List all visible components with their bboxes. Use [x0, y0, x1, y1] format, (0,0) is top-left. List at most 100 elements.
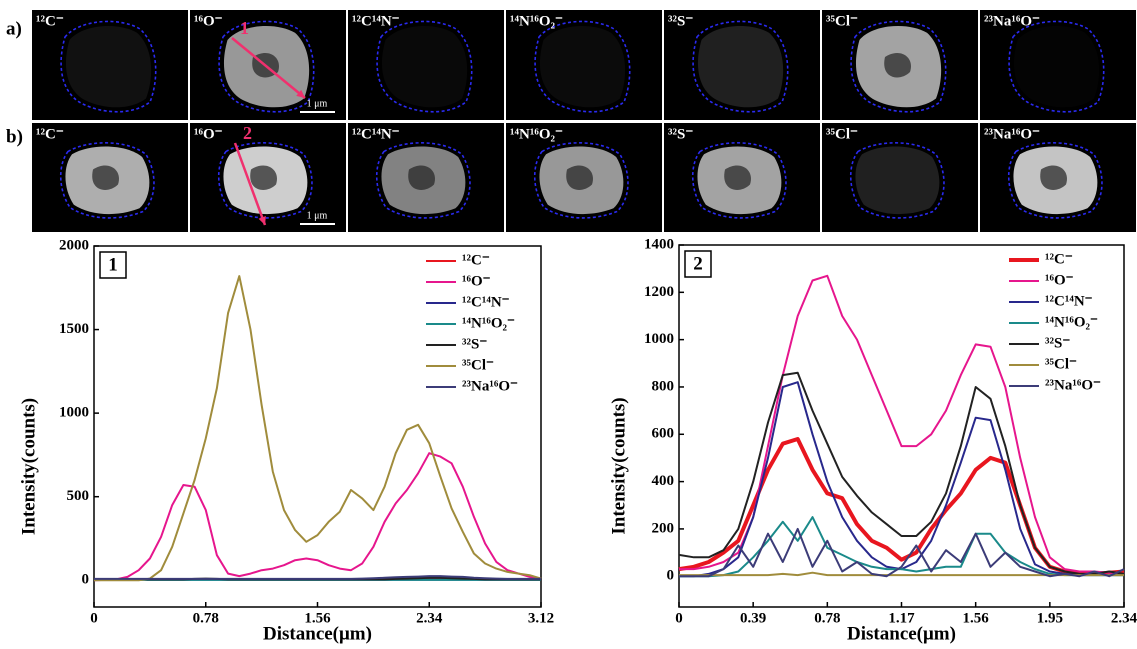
y-tick-label: 600	[652, 426, 675, 442]
region-outline	[60, 20, 157, 113]
image-tile: ¹²C⁻	[32, 123, 188, 232]
y-tick-label: 0	[82, 572, 90, 588]
panel-label: 2	[693, 253, 703, 274]
panel-label-box	[99, 251, 127, 279]
blob-fill	[65, 25, 152, 108]
legend-label: ¹⁴N¹⁶O₂⁻	[1045, 314, 1098, 330]
tile-label: ¹²C⁻	[36, 13, 64, 29]
tile-label: ¹²C¹⁴N⁻	[352, 126, 400, 142]
region-outline	[534, 20, 631, 113]
tile-label: ¹²C¹⁴N⁻	[352, 13, 400, 29]
row-label: a)	[6, 18, 22, 39]
series-line	[679, 516, 1124, 578]
legend-label: ¹⁴N¹⁶O₂⁻	[462, 315, 515, 331]
tile-label: ¹⁴N¹⁶O₂⁻	[510, 126, 563, 142]
legend-label: ¹²C¹⁴N⁻	[1045, 293, 1093, 309]
tile-blob	[60, 20, 157, 113]
x-tick-label: 0	[90, 610, 98, 626]
y-tick-label: 1500	[59, 321, 89, 337]
arrow-label: 1	[240, 18, 249, 38]
y-tick-label: 2000	[59, 237, 89, 253]
tile-blob	[849, 142, 945, 219]
region-outline	[850, 20, 947, 113]
tile-blob	[217, 142, 313, 219]
x-tick-label: 1.56	[304, 610, 331, 626]
region-outline	[59, 142, 155, 219]
blob-fill	[539, 25, 626, 108]
region-outline	[692, 20, 789, 113]
scale-bar-label: 1 μm	[307, 210, 328, 221]
region-outline	[217, 142, 313, 219]
arrow-head	[258, 216, 266, 225]
blob-dark	[92, 165, 119, 190]
y-tick-label: 800	[652, 378, 675, 394]
tile-label: ¹²C⁻	[36, 126, 64, 142]
legend-label: ¹²C⁻	[462, 252, 490, 268]
legend-label: ¹⁶O⁻	[462, 273, 491, 289]
region-outline	[376, 20, 473, 113]
image-tile: ¹⁴N¹⁶O₂⁻	[506, 10, 662, 120]
legend-label: ²³Na¹⁶O⁻	[462, 378, 518, 394]
x-tick-label: 1.17	[888, 610, 915, 626]
tile-label: ¹⁶O⁻	[194, 13, 223, 29]
tile-blob	[1007, 142, 1103, 219]
tile-blob	[692, 20, 789, 113]
region-outline	[1007, 142, 1103, 219]
tile-blob	[534, 20, 631, 113]
legend-label: ³⁵Cl⁻	[462, 357, 494, 373]
series-line	[94, 575, 541, 580]
panel-label: 1	[108, 254, 118, 275]
x-axis-label: Distance(μm)	[847, 623, 956, 644]
y-tick-label: 1000	[59, 405, 89, 421]
image-tile: ¹²C¹⁴N⁻	[348, 10, 504, 120]
tile-label: ¹⁴N¹⁶O₂⁻	[510, 13, 563, 29]
legend-label: ¹²C¹⁴N⁻	[462, 294, 510, 310]
blob-fill	[697, 25, 784, 108]
y-tick-label: 0	[667, 568, 675, 584]
legend-label: ³²S⁻	[1045, 335, 1070, 351]
arrow-label: 2	[243, 123, 252, 143]
series-line	[94, 275, 542, 582]
region-outline	[691, 142, 787, 219]
tile-label: ³⁵Cl⁻	[826, 126, 858, 142]
tile-label: ¹⁶O⁻	[194, 126, 223, 142]
tile-blob	[533, 142, 629, 219]
panel-label-box	[684, 250, 712, 278]
tile-blob	[375, 142, 471, 219]
blob-dark	[724, 165, 751, 190]
series-line	[679, 527, 1125, 578]
image-tile: ³²S⁻	[664, 123, 820, 232]
series-line	[679, 571, 1124, 577]
profile-arrow	[233, 142, 267, 226]
tile-label: ³²S⁻	[668, 13, 693, 29]
blob-fill	[1013, 25, 1100, 108]
y-tick-label: 1400	[644, 236, 674, 252]
x-tick-label: 2.34	[1111, 610, 1137, 626]
image-tile: ¹⁴N¹⁶O₂⁻	[506, 123, 662, 232]
x-tick-label: 0.78	[193, 610, 219, 626]
blob-dark	[884, 52, 911, 78]
y-tick-label: 1200	[644, 284, 674, 300]
legend-label: ²³Na¹⁶O⁻	[1045, 377, 1101, 393]
y-tick-label: 200	[652, 520, 675, 536]
x-tick-label: 1.95	[1037, 610, 1063, 626]
image-tile: ³²S⁻	[664, 10, 820, 120]
region-outline	[1008, 20, 1105, 113]
profile-arrow	[231, 37, 306, 99]
x-tick-label: 1.56	[963, 610, 990, 626]
series-line	[678, 371, 1125, 575]
tile-blob	[1008, 20, 1105, 113]
y-tick-label: 500	[67, 488, 90, 504]
legend-label: ³²S⁻	[462, 336, 487, 352]
arrow-head	[296, 89, 305, 98]
tile-label: ³⁵Cl⁻	[826, 13, 858, 29]
blob-dark	[566, 165, 593, 190]
tile-label: ³²S⁻	[668, 126, 693, 142]
legend-label: ¹²C⁻	[1045, 251, 1073, 267]
image-tile: ²³Na¹⁶O⁻	[980, 123, 1136, 232]
region-outline	[849, 142, 945, 219]
legend-label: ³⁵Cl⁻	[1045, 356, 1077, 372]
blob-fill	[855, 146, 940, 215]
image-tile: ¹²C⁻	[32, 10, 188, 120]
